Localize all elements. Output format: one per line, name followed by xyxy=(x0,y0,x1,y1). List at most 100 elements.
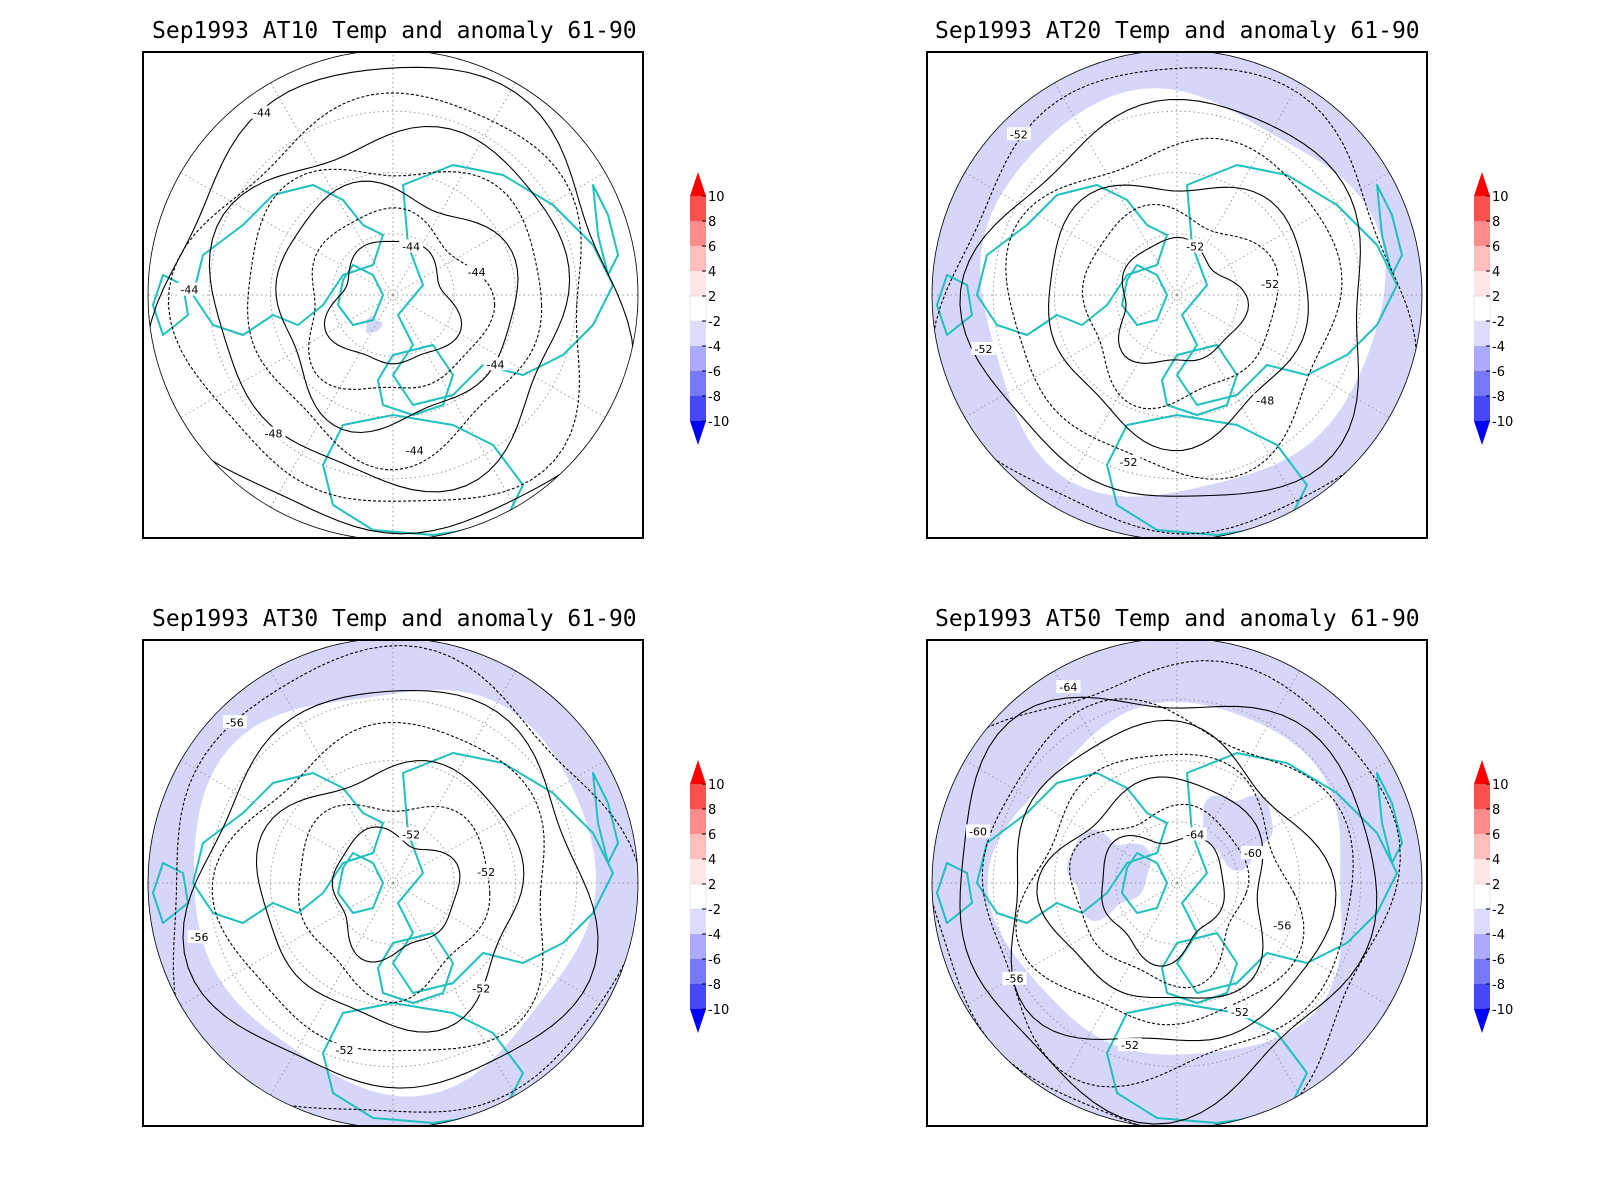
colorbar-box xyxy=(690,346,706,371)
polar-map-svg: -52 -52 -52 -52 -56 -56 xyxy=(147,641,639,1125)
colorbar-box xyxy=(690,321,706,346)
temperature-contour xyxy=(1036,776,1264,999)
temperature-contour xyxy=(308,207,496,390)
contour-label: -48 xyxy=(264,428,282,441)
contour-label-bg xyxy=(261,426,286,440)
colorbar-box xyxy=(1474,196,1490,221)
colorbar-label: -8 xyxy=(708,978,721,993)
colorbar-label: -8 xyxy=(708,390,721,405)
colorbar-label: -4 xyxy=(1492,928,1505,943)
coastline-path xyxy=(592,772,619,864)
map-layers: -52 -52 -52 -52 -56 -56 xyxy=(148,641,638,1125)
colorbar-label: 6 xyxy=(1492,240,1500,255)
map-boundary xyxy=(147,53,639,537)
coastline-path xyxy=(377,932,454,1004)
contour-label-bg xyxy=(1116,454,1141,468)
colorbar-label: -2 xyxy=(1492,903,1505,918)
latitude-circle xyxy=(1115,233,1239,357)
latitude-circle xyxy=(208,698,578,1068)
temperature-contour xyxy=(331,826,461,963)
meridian-line xyxy=(270,294,394,508)
map-boundary xyxy=(931,53,1423,537)
polar-map: -44 -44 -44 -44 -48 -44 -44 xyxy=(142,51,644,539)
meridian-line xyxy=(1176,882,1300,1096)
latitude-circle xyxy=(331,233,455,357)
colorbar-label: 2 xyxy=(1492,290,1500,305)
colorbar-label: -2 xyxy=(1492,315,1505,330)
temperature-contour xyxy=(932,67,1418,535)
colorbar-box xyxy=(690,396,706,421)
meridian-line xyxy=(1176,172,1390,296)
colorbar-box xyxy=(690,984,706,1009)
temperature-contour xyxy=(1118,236,1250,364)
contour-label-bg xyxy=(1253,393,1278,407)
temperature-contour xyxy=(208,125,571,493)
colorbar-label: 10 xyxy=(1492,190,1509,205)
temperature-contour xyxy=(275,180,519,434)
contour-label: -52 xyxy=(975,343,993,356)
meridian-line xyxy=(180,294,394,418)
contour-label-bg xyxy=(1183,239,1208,253)
contour-label-bg xyxy=(1258,276,1283,290)
map-layers: -44 -44 -44 -44 -48 -44 -44 xyxy=(148,53,638,537)
temperature-contour xyxy=(298,803,491,1003)
meridian-line xyxy=(1176,294,1390,418)
coastline-path xyxy=(936,862,973,924)
map-boundary xyxy=(931,641,1423,1125)
colorbar-box xyxy=(1474,859,1490,884)
meridian-line xyxy=(180,882,394,1006)
colorbar-label: 2 xyxy=(1492,878,1500,893)
temperature-contour xyxy=(932,660,1401,1125)
colorbar-label: 6 xyxy=(708,240,716,255)
coastline-path xyxy=(592,184,619,276)
temperature-contour xyxy=(1069,803,1250,989)
contour-label: -52 xyxy=(472,982,490,995)
latitude-circle xyxy=(331,821,455,945)
temperature-contour xyxy=(172,644,638,1113)
temperature-contour xyxy=(1005,137,1343,480)
colorbar-label: 6 xyxy=(708,828,716,843)
panel-title: Sep1993 AT50 Temp and anomaly 61-90 xyxy=(935,606,1420,632)
colorbar-label: 6 xyxy=(1492,828,1500,843)
colorbar-box xyxy=(1474,809,1490,834)
meridian-line xyxy=(1054,82,1178,296)
colorbar-box xyxy=(690,859,706,884)
temperature-contour xyxy=(247,168,543,471)
contour-label: -44 xyxy=(487,358,505,371)
temperature-contour xyxy=(1015,753,1305,1026)
colorbar-label: -10 xyxy=(1492,1003,1513,1018)
colorbar-box xyxy=(690,834,706,859)
colorbar-label: -4 xyxy=(1492,340,1505,355)
contour-label-bg xyxy=(1270,918,1295,932)
colorbar-label: -10 xyxy=(708,415,729,430)
latitude-circle xyxy=(208,110,578,480)
map-boundary xyxy=(147,641,639,1125)
colorbar-box xyxy=(1474,784,1490,809)
colorbar-arrow-top xyxy=(690,760,706,784)
colorbar-label: -6 xyxy=(1492,953,1505,968)
polar-map-svg: -52 -52 -48 -52 -52 -52 xyxy=(931,53,1423,537)
coastlines xyxy=(152,164,619,536)
colorbar-label: -4 xyxy=(708,340,721,355)
contour-label: -60 xyxy=(1244,847,1262,860)
colorbar-label: -8 xyxy=(1492,390,1505,405)
coastline-path xyxy=(1376,772,1403,864)
contour-label-bg xyxy=(332,1042,357,1056)
coastlines xyxy=(936,164,1403,536)
contour-label: -56 xyxy=(226,716,244,729)
coastline-path xyxy=(1121,852,1168,914)
meridian-line xyxy=(392,882,516,1096)
contour-label: -52 xyxy=(1121,1039,1139,1052)
colorbar-label: -10 xyxy=(708,1003,729,1018)
colorbar-label: 2 xyxy=(708,290,716,305)
colorbar: 10 8 6 4 2 -2 -4 -6 -8 -10 xyxy=(1473,760,1513,1033)
colorbar-label: 4 xyxy=(708,265,716,280)
colorbar-box xyxy=(690,809,706,834)
contour-label-bg xyxy=(966,824,991,838)
colorbar-label: 2 xyxy=(708,878,716,893)
colorbar-box xyxy=(1474,984,1490,1009)
temperature-contour xyxy=(148,66,635,535)
meridian-line xyxy=(392,172,606,296)
colorbar-box xyxy=(1474,834,1490,859)
colorbar-label: 8 xyxy=(708,803,716,818)
